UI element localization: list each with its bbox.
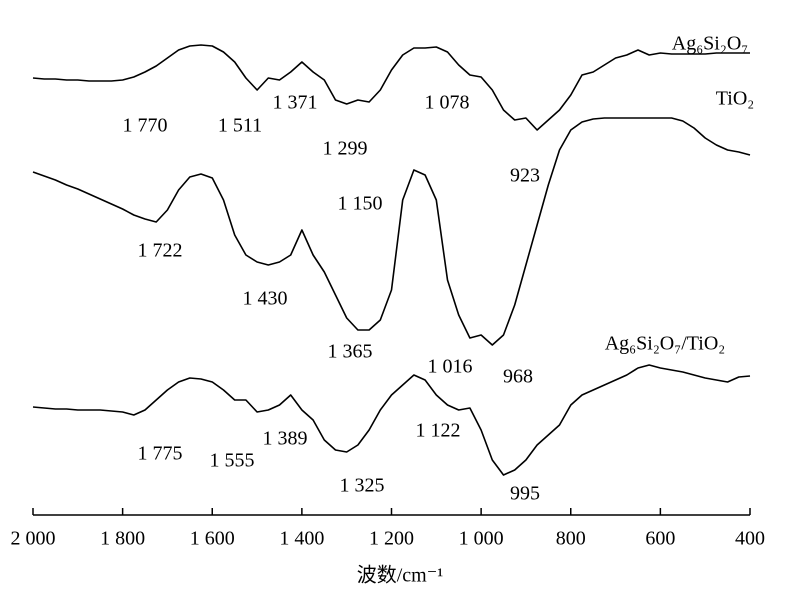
x-tick-label: 1 400: [279, 528, 324, 550]
spectrum-line: [32, 117, 751, 346]
x-tick-label: 800: [556, 528, 586, 550]
spectrum-line: [32, 44, 750, 131]
peak-label: 1 150: [338, 193, 383, 215]
x-tick-label: 1 800: [100, 528, 145, 550]
peak-label: 1 555: [210, 450, 255, 472]
peak-label: 1 389: [263, 428, 308, 450]
x-tick-label: 600: [645, 528, 675, 550]
peak-label: 1 511: [218, 115, 262, 137]
peak-label: 1 299: [323, 138, 368, 160]
x-tick-label: 1 000: [459, 528, 504, 550]
x-axis-label: 波数/cm⁻¹: [357, 564, 444, 587]
peak-label: 968: [503, 366, 533, 388]
x-tick-label: 1 200: [369, 528, 414, 550]
peak-label: 1 078: [425, 92, 470, 114]
peak-label: 995: [510, 483, 540, 505]
series-label: TiO₂: [716, 88, 755, 110]
peak-label: 1 722: [138, 240, 183, 262]
peak-label: 1 770: [123, 115, 168, 137]
peak-label: 923: [510, 165, 540, 187]
peak-label: 1 016: [428, 356, 473, 378]
peak-label: 1 325: [340, 475, 385, 497]
peak-label: 1 122: [416, 420, 461, 442]
series-label: Ag₆Si₂O₇/TiO₂: [605, 333, 726, 355]
x-tick-label: 2 000: [11, 528, 56, 550]
series-label: Ag₆Si₂O₇: [672, 33, 748, 55]
peak-label: 1 430: [243, 288, 288, 310]
peak-label: 1 365: [328, 341, 373, 363]
peak-label: 1 775: [138, 443, 183, 465]
peak-label: 1 371: [273, 92, 318, 114]
x-tick-label: 400: [735, 528, 765, 550]
x-tick-label: 1 600: [190, 528, 235, 550]
spectrum-line: [32, 364, 751, 476]
